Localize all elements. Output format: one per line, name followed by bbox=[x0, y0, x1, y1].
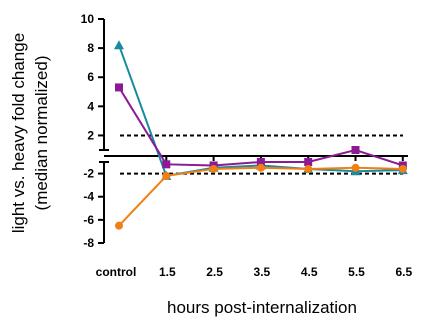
data-point bbox=[256, 158, 265, 166]
data-point bbox=[351, 163, 360, 172]
data-point bbox=[162, 160, 171, 169]
data-point bbox=[114, 40, 124, 50]
series-3 bbox=[115, 163, 407, 230]
data-point bbox=[351, 146, 360, 154]
y-tick-label: 8 bbox=[87, 41, 94, 55]
data-point bbox=[304, 164, 313, 173]
data-point bbox=[115, 83, 123, 92]
y-tick-label: 2 bbox=[87, 128, 94, 142]
series-layer bbox=[114, 40, 408, 230]
data-point bbox=[304, 158, 313, 166]
y-tick-label: -8 bbox=[83, 236, 94, 250]
y-tick-label: 10 bbox=[81, 12, 95, 26]
x-tick-label: 3.5 bbox=[254, 265, 271, 279]
y-axis-break bbox=[99, 149, 109, 163]
data-point bbox=[398, 164, 407, 173]
x-tick-label: control bbox=[96, 265, 137, 279]
y-tick-label: -4 bbox=[83, 190, 94, 204]
data-point bbox=[162, 171, 171, 180]
tick-labels: 2 4 6 8 10 -2 -4 -6 -8 control 1.5 2.5 3.5 4.5 5.5 6.5 bbox=[81, 12, 413, 279]
x-tick-label: 6.5 bbox=[395, 265, 412, 279]
axes bbox=[98, 18, 408, 244]
reference-lines bbox=[120, 134, 403, 175]
y-tick-label: -6 bbox=[83, 213, 94, 227]
x-tick-label: 4.5 bbox=[301, 265, 318, 279]
series-line bbox=[118, 86, 404, 167]
y-axis-title-line2: (median normalized) bbox=[32, 56, 51, 211]
y-axis-title-line1: light vs. heavy fold change bbox=[9, 33, 28, 233]
data-point bbox=[256, 163, 265, 172]
y-tick-label: 6 bbox=[87, 70, 94, 84]
y-tick-label: 4 bbox=[87, 99, 94, 113]
x-tick-label: 5.5 bbox=[348, 265, 365, 279]
series-line bbox=[118, 166, 403, 227]
y-tick-label: -2 bbox=[83, 167, 94, 181]
data-point bbox=[115, 221, 123, 230]
x-tick-label: 1.5 bbox=[159, 265, 176, 279]
x-axis-title: hours post-internalization bbox=[167, 298, 357, 317]
data-point bbox=[209, 164, 218, 173]
x-tick-label: 2.5 bbox=[206, 265, 223, 279]
